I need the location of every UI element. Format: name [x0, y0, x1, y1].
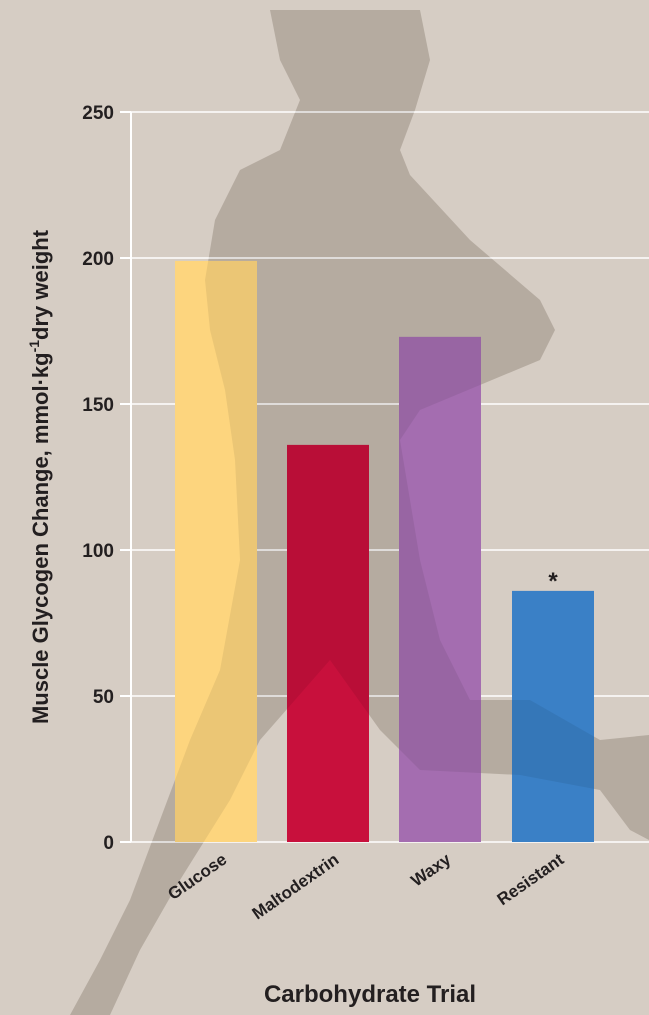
- bar: [175, 260, 257, 842]
- x-axis-title: Carbohydrate Trial: [264, 981, 476, 1008]
- y-tick-label: 150: [82, 395, 114, 416]
- y-tick-label: 0: [103, 833, 114, 854]
- y-axis-title-suffix: dry weight: [28, 229, 53, 340]
- y-axis-title: Muscle Glycogen Change, mmol·kg-1dry wei…: [26, 229, 53, 724]
- silhouette-overlay: [70, 10, 649, 1015]
- y-tick-label: 100: [82, 541, 114, 562]
- bars: [175, 260, 594, 842]
- bar: [399, 336, 481, 842]
- bar: [512, 590, 594, 842]
- y-axis-title-superscript: -1: [26, 340, 42, 353]
- y-tick-label: 50: [93, 687, 114, 708]
- y-tick-label: 250: [82, 103, 114, 124]
- y-tick-label: 200: [82, 249, 114, 270]
- bar: [287, 444, 369, 842]
- annotation: *: [548, 568, 558, 595]
- y-axis-title-main: Muscle Glycogen Change, mmol·kg: [28, 352, 53, 724]
